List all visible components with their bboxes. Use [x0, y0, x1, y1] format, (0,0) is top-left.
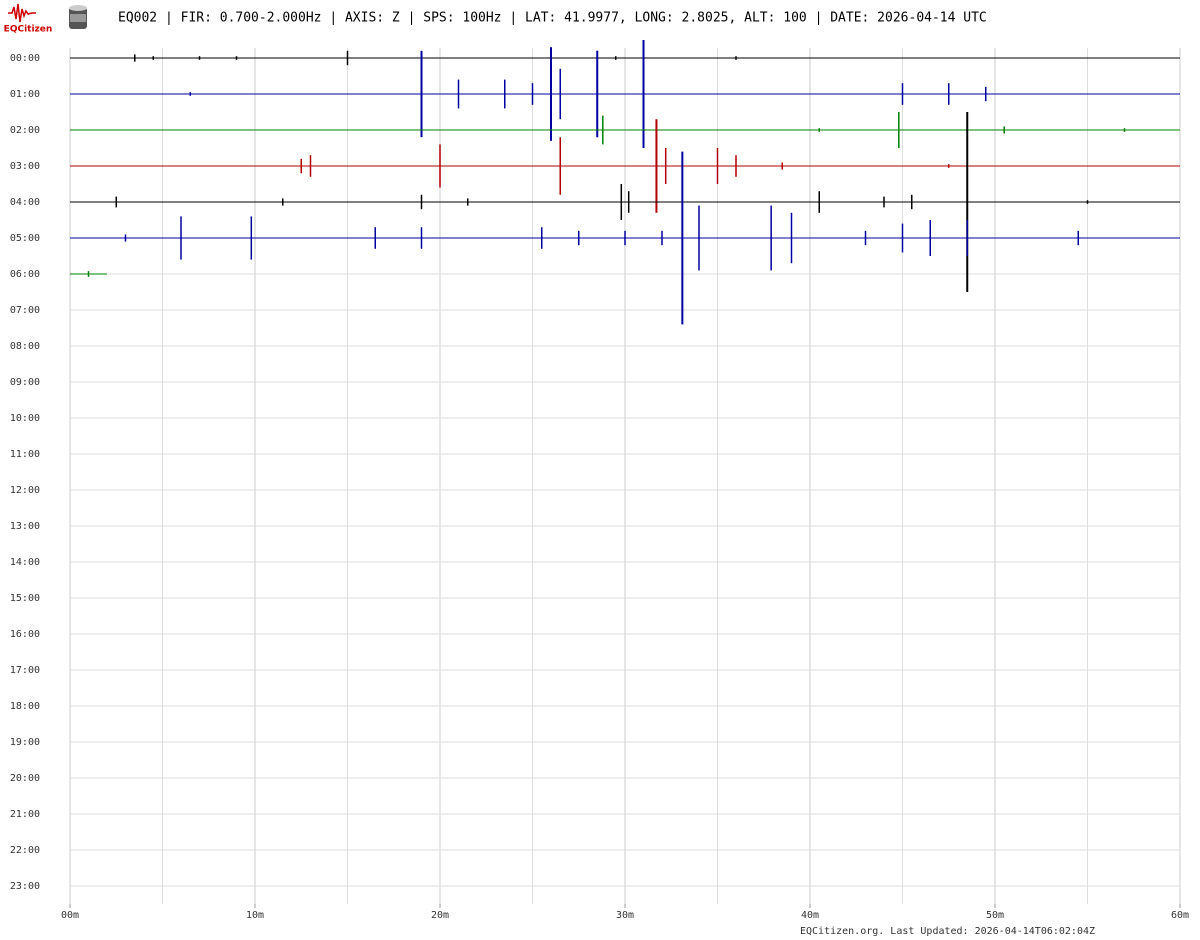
y-tick-label: 01:00: [10, 89, 40, 100]
y-tick-label: 07:00: [10, 305, 40, 316]
x-tick-label: 50m: [986, 910, 1004, 921]
y-tick-label: 05:00: [10, 233, 40, 244]
trace: [70, 271, 107, 277]
x-tick-label: 40m: [801, 910, 819, 921]
y-tick-label: 06:00: [10, 269, 40, 280]
x-tick-label: 00m: [61, 910, 79, 921]
trace: [70, 40, 1180, 148]
y-tick-label: 17:00: [10, 665, 40, 676]
logo: EQCitizen: [4, 3, 53, 35]
y-tick-label: 13:00: [10, 521, 40, 532]
y-tick-label: 22:00: [10, 845, 40, 856]
y-tick-label: 19:00: [10, 737, 40, 748]
y-tick-label: 23:00: [10, 881, 40, 892]
y-tick-label: 15:00: [10, 593, 40, 604]
y-tick-label: 21:00: [10, 809, 40, 820]
y-tick-label: 09:00: [10, 377, 40, 388]
grid: [69, 48, 1181, 904]
trace: [70, 119, 1180, 213]
trace: [70, 151, 1180, 325]
y-tick-label: 10:00: [10, 413, 40, 424]
y-tick-label: 12:00: [10, 485, 40, 496]
y-tick-label: 16:00: [10, 629, 40, 640]
y-tick-label: 11:00: [10, 449, 40, 460]
y-tick-label: 18:00: [10, 701, 40, 712]
y-tick-label: 03:00: [10, 161, 40, 172]
trace: [70, 112, 1180, 292]
x-tick-label: 30m: [616, 910, 634, 921]
trace: [70, 50, 1180, 66]
y-tick-label: 08:00: [10, 341, 40, 352]
x-tick-label: 20m: [431, 910, 449, 921]
y-tick-label: 20:00: [10, 773, 40, 784]
trace: [70, 112, 1180, 148]
x-tick-label: 10m: [246, 910, 264, 921]
footer: EQCitizen.org. Last Updated: 2026-04-14T…: [800, 926, 1095, 937]
sensor-icon: [69, 5, 87, 29]
x-tick-label: 60m: [1171, 910, 1189, 921]
chart-title: EQ002 | FIR: 0.700-2.000Hz | AXIS: Z | S…: [118, 11, 987, 26]
y-tick-label: 04:00: [10, 197, 40, 208]
y-tick-label: 14:00: [10, 557, 40, 568]
y-tick-label: 02:00: [10, 125, 40, 136]
y-tick-label: 00:00: [10, 53, 40, 64]
logo-text: EQCitizen: [4, 25, 53, 35]
